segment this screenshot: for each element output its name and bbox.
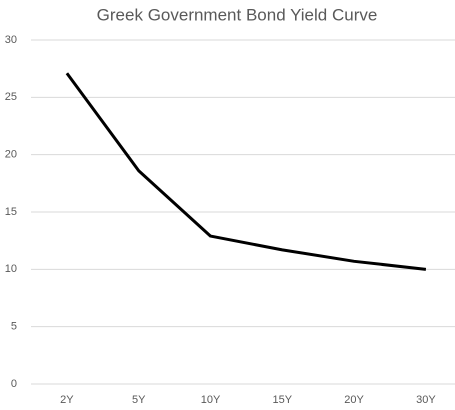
y-tick-label: 10 [5,263,17,275]
x-tick-label: 2Y [60,394,74,406]
x-tick-label: 10Y [201,394,221,406]
y-tick-label: 20 [5,149,17,161]
y-tick-label: 5 [11,321,17,333]
x-tick-label: 15Y [273,394,293,406]
x-tick-label: 30Y [416,394,436,406]
x-tick-label: 5Y [132,394,146,406]
y-tick-label: 15 [5,206,17,218]
y-tick-label: 25 [5,91,17,103]
y-tick-label: 0 [11,378,17,390]
x-tick-label: 20Y [344,394,364,406]
chart-title: Greek Government Bond Yield Curve [97,5,378,24]
y-tick-label: 30 [5,34,17,46]
line [65,72,427,271]
